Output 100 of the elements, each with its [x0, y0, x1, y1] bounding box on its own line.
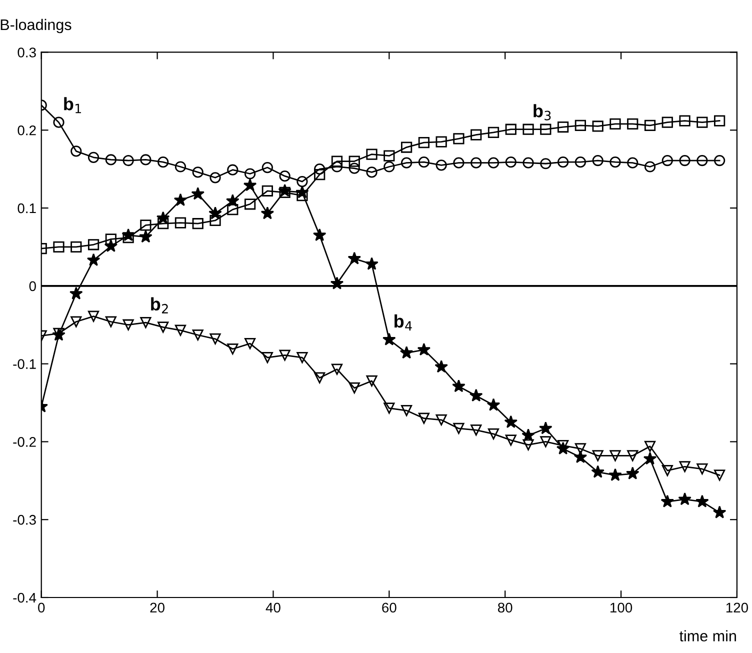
- point: [436, 414, 447, 426]
- point: [400, 142, 412, 153]
- point: [434, 360, 448, 373]
- point: [660, 494, 674, 508]
- point: [627, 118, 638, 130]
- point: [314, 168, 326, 180]
- point: [627, 450, 638, 462]
- point: [296, 190, 308, 202]
- point: [278, 184, 292, 197]
- point: [105, 154, 116, 166]
- point: [174, 324, 186, 336]
- point: [679, 154, 690, 166]
- point: [348, 156, 360, 167]
- annotation: b$_{2}$: [151, 297, 168, 314]
- point: [436, 136, 447, 148]
- point: [470, 424, 482, 436]
- point: [210, 172, 221, 184]
- point: [279, 186, 290, 198]
- point: [469, 388, 483, 402]
- point: [608, 468, 622, 481]
- annotation: b$_{1}$: [64, 97, 81, 114]
- point: [679, 461, 690, 472]
- point: [470, 129, 482, 140]
- point: [384, 150, 395, 162]
- point: [591, 465, 604, 478]
- point: [158, 156, 169, 168]
- point: [192, 329, 204, 341]
- point: [627, 157, 638, 168]
- y-tick-label: -0.3: [13, 514, 36, 525]
- x-tick-label: 40: [266, 602, 280, 613]
- point: [540, 436, 552, 448]
- point: [382, 332, 396, 346]
- point: [210, 333, 221, 344]
- point: [696, 116, 708, 128]
- point: [192, 166, 204, 178]
- point: [122, 228, 135, 242]
- point: [714, 154, 726, 166]
- point: [366, 148, 378, 160]
- point: [348, 382, 360, 394]
- point: [504, 415, 518, 428]
- y-tick-label: 0.2: [18, 125, 36, 136]
- point: [522, 124, 534, 135]
- point: [400, 404, 412, 416]
- point: [174, 161, 186, 172]
- point: [262, 185, 273, 196]
- point: [262, 162, 273, 174]
- point: [70, 316, 82, 328]
- point: [574, 120, 586, 132]
- point: [418, 412, 430, 424]
- point: [262, 352, 273, 364]
- point: [714, 470, 726, 481]
- point: [53, 116, 64, 128]
- point: [312, 228, 326, 242]
- point: [279, 350, 290, 361]
- point: [384, 161, 395, 172]
- point: [104, 239, 118, 252]
- point: [522, 157, 534, 168]
- point: [486, 398, 500, 411]
- point: [626, 466, 640, 480]
- point: [244, 338, 256, 350]
- point: [348, 252, 362, 264]
- point: [696, 463, 708, 475]
- point: [453, 422, 464, 434]
- point: [314, 164, 326, 175]
- point: [226, 194, 240, 207]
- point: [505, 124, 516, 135]
- point: [156, 211, 170, 224]
- point: [366, 166, 378, 178]
- point: [88, 310, 100, 322]
- point: [122, 319, 134, 330]
- point: [679, 115, 690, 126]
- point: [174, 217, 186, 228]
- y-tick-label: -0.2: [13, 437, 36, 447]
- point: [592, 120, 604, 132]
- point: [191, 187, 205, 200]
- point: [260, 206, 274, 220]
- point: [348, 162, 360, 174]
- point: [539, 422, 552, 434]
- y-tick-label: 0.3: [18, 48, 36, 58]
- point: [365, 257, 378, 270]
- point: [400, 157, 412, 168]
- point: [122, 232, 134, 244]
- point: [208, 206, 222, 220]
- point: [505, 434, 516, 446]
- point: [227, 204, 238, 216]
- point: [522, 439, 534, 450]
- point: [470, 157, 482, 168]
- point: [227, 164, 238, 176]
- point: [436, 160, 447, 171]
- point: [505, 156, 516, 168]
- x-tick-label: 80: [498, 602, 512, 613]
- point: [558, 121, 569, 133]
- x-tick-label: 120: [726, 602, 748, 613]
- point: [384, 402, 395, 414]
- point: [453, 157, 464, 168]
- point: [574, 450, 588, 464]
- x-tick-label: 60: [382, 602, 396, 613]
- point: [453, 133, 464, 144]
- point: [53, 241, 64, 253]
- point: [158, 322, 169, 333]
